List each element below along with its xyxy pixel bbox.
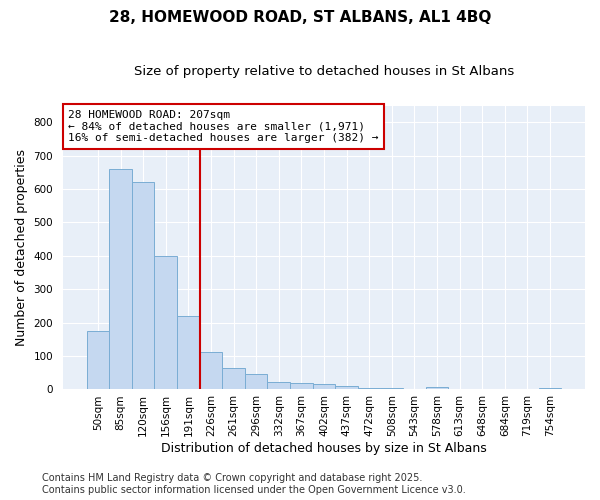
Bar [109,169,132,390]
Bar [245,374,268,390]
Bar [222,368,245,390]
Bar [86,331,109,390]
Text: Contains HM Land Registry data © Crown copyright and database right 2025.
Contai: Contains HM Land Registry data © Crown c… [42,474,466,495]
Bar [132,182,154,390]
Bar [200,352,222,390]
Bar [403,389,425,390]
Text: 28 HOMEWOOD ROAD: 207sqm
← 84% of detached houses are smaller (1,971)
16% of sem: 28 HOMEWOOD ROAD: 207sqm ← 84% of detach… [68,110,379,143]
Bar [380,388,403,390]
Bar [425,387,448,390]
Bar [290,383,313,390]
Bar [313,384,335,390]
Text: 28, HOMEWOOD ROAD, ST ALBANS, AL1 4BQ: 28, HOMEWOOD ROAD, ST ALBANS, AL1 4BQ [109,10,491,25]
Bar [471,389,493,390]
Title: Size of property relative to detached houses in St Albans: Size of property relative to detached ho… [134,65,514,78]
Y-axis label: Number of detached properties: Number of detached properties [15,149,28,346]
Bar [177,316,200,390]
X-axis label: Distribution of detached houses by size in St Albans: Distribution of detached houses by size … [161,442,487,455]
Bar [335,386,358,390]
Bar [539,388,561,390]
Bar [154,256,177,390]
Bar [268,382,290,390]
Bar [358,388,380,390]
